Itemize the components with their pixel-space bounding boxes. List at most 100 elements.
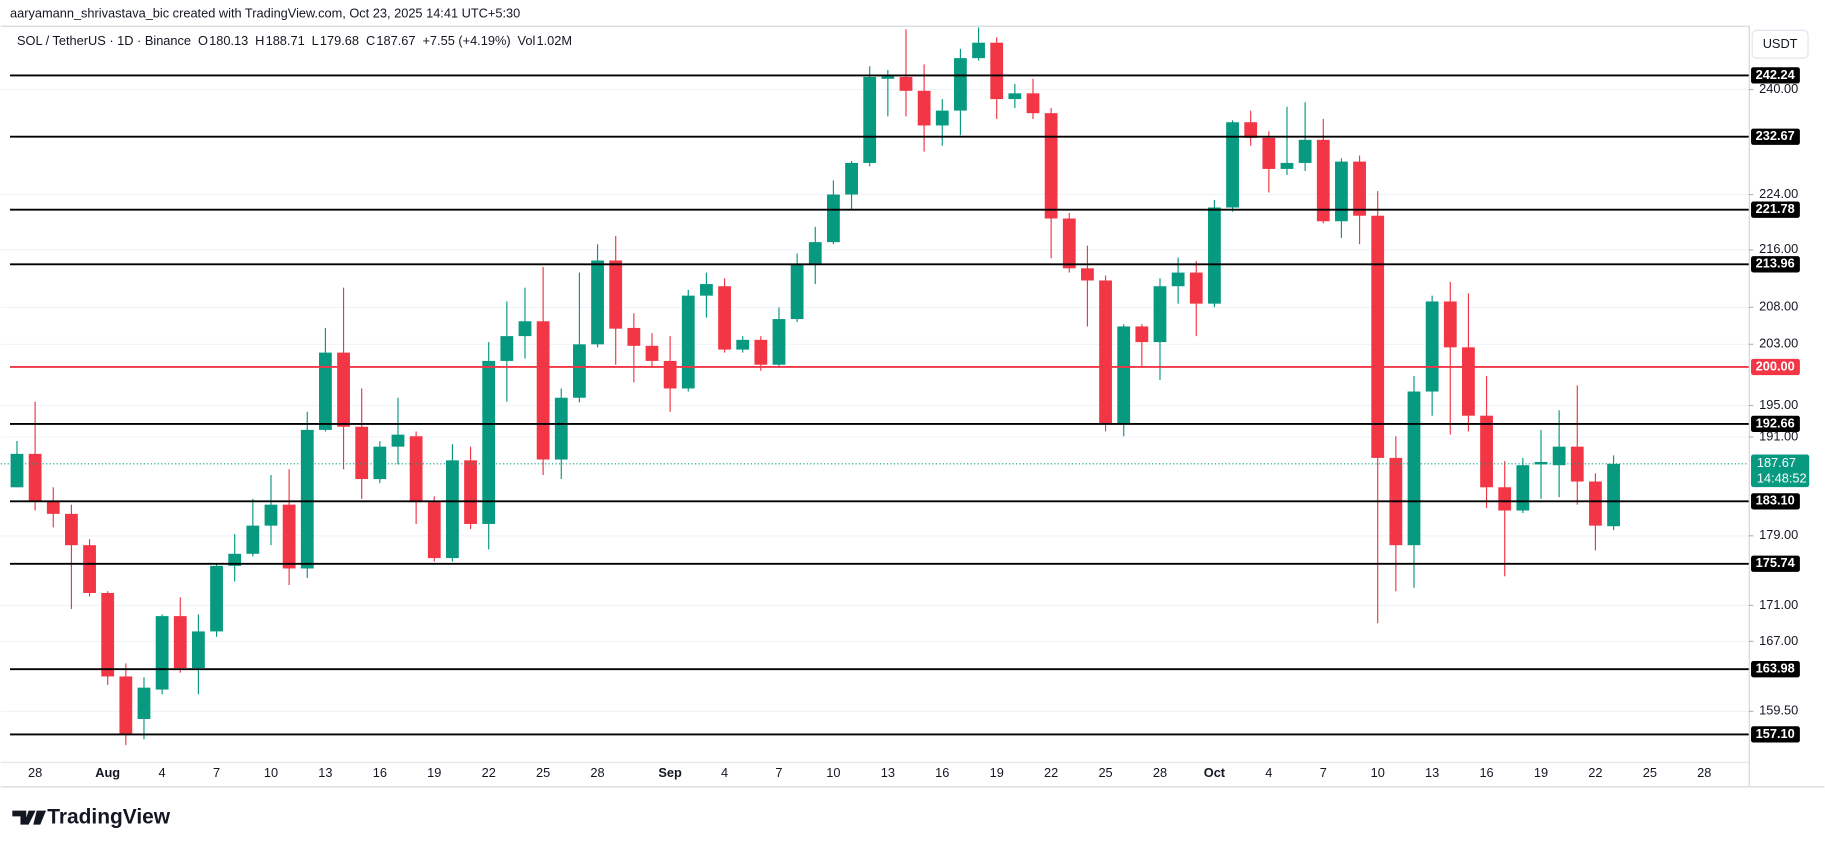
candle-body	[881, 76, 895, 79]
plot-area: 240.00224.00216.00208.00203.00195.00191.…	[0, 27, 1810, 780]
level-label-box	[1751, 256, 1800, 273]
candle-body	[1443, 301, 1457, 348]
candle-body	[1498, 487, 1512, 511]
candle-body	[917, 90, 931, 126]
candle-body	[446, 460, 459, 559]
candle-body	[645, 345, 659, 361]
candle-body	[1371, 215, 1385, 458]
currency[interactable]: USDT	[1763, 36, 1798, 51]
y-tick-label: 203.00	[1759, 336, 1798, 351]
candle-body	[1117, 326, 1131, 424]
level-label-box	[1751, 661, 1800, 678]
x-tick-label: Sep	[658, 765, 682, 780]
candle-body	[990, 42, 1004, 100]
x-tick-label: 28	[1697, 765, 1711, 780]
x-tick-label: 10	[1371, 765, 1385, 780]
x-tick-label: 22	[1588, 765, 1602, 780]
level-label-box	[1751, 128, 1800, 145]
candle-body	[827, 194, 840, 243]
candle-body	[228, 553, 242, 566]
candle-body	[464, 460, 477, 524]
candle-body	[1044, 113, 1058, 219]
y-tick-label: 216.00	[1759, 241, 1798, 256]
candle-body	[264, 504, 278, 526]
level-label-box	[1751, 726, 1800, 743]
x-tick-label: 25	[1098, 765, 1112, 780]
brand-logo	[12, 810, 47, 825]
symbol: SOL / TetherUS · 1D · Binance	[17, 33, 191, 48]
candle-body	[210, 565, 223, 632]
x-tick-label: 7	[1320, 765, 1327, 780]
x-tick-label: 19	[427, 765, 441, 780]
candle-body	[46, 501, 60, 514]
legend-key: L	[312, 33, 319, 48]
x-tick-label: 16	[373, 765, 387, 780]
currency-button[interactable]	[1751, 29, 1809, 59]
x-tick-label: 4	[1265, 765, 1272, 780]
legend-key: H	[255, 33, 264, 48]
legend-value: 179.68	[320, 33, 359, 48]
candle-body	[1589, 481, 1602, 526]
candle-body	[355, 426, 369, 480]
y-tick-label: 191.00	[1759, 428, 1798, 443]
x-tick-label: 7	[775, 765, 782, 780]
candle-body	[101, 592, 115, 677]
level-label: 213.96	[1756, 256, 1795, 271]
brand-name: TradingView	[47, 806, 171, 829]
level-label: 157.10	[1756, 726, 1795, 741]
level-label: 163.98	[1756, 661, 1795, 676]
candle-body	[1099, 280, 1112, 424]
candle-body	[627, 327, 641, 346]
candle-body	[1189, 272, 1203, 304]
x-tick-label: 16	[1479, 765, 1493, 780]
candle-body	[10, 453, 24, 488]
level-label: 221.78	[1756, 201, 1795, 216]
legend-key: Vol	[518, 33, 536, 48]
x-tick-label: Aug	[95, 765, 120, 780]
candle-body	[1008, 93, 1022, 100]
candle-body	[754, 339, 768, 365]
candle-body	[65, 513, 78, 546]
level-label: 192.66	[1756, 415, 1795, 430]
level-label-box	[1751, 201, 1800, 218]
level-label-box	[1751, 358, 1800, 376]
candle-body	[1208, 207, 1221, 304]
candle-body	[1516, 465, 1530, 511]
y-tick-label: 167.00	[1759, 633, 1798, 648]
y-tick-label: 159.50	[1759, 703, 1798, 718]
x-tick-label: 13	[881, 765, 895, 780]
candle-body	[899, 76, 913, 91]
level-label: 200.00	[1756, 358, 1795, 373]
candle-body	[772, 319, 786, 365]
candle-body	[155, 616, 169, 690]
x-tick-label: 4	[159, 765, 166, 780]
x-tick-label: 19	[1534, 765, 1548, 780]
countdown: 14:48:52	[1757, 470, 1807, 485]
legend-key: O	[198, 33, 208, 48]
candle-body	[1607, 463, 1620, 527]
x-tick-label: 13	[1425, 765, 1439, 780]
candle-body	[1135, 326, 1149, 343]
x-tick-label: 22	[482, 765, 496, 780]
credit: aaryamann_shrivastava_bic created with T…	[10, 5, 520, 20]
candle-body	[1480, 415, 1493, 488]
candle-body	[246, 525, 260, 554]
candle-body	[300, 429, 314, 569]
candle-body	[1534, 461, 1548, 465]
level-label: 232.67	[1756, 128, 1795, 143]
candle-body	[845, 162, 858, 195]
level-label: 242.24	[1756, 67, 1796, 82]
legend-key: C	[366, 33, 375, 48]
level-label-box	[1751, 67, 1800, 84]
legend-value: 180.13	[209, 33, 248, 48]
candle-body	[1062, 218, 1076, 269]
candle-body	[972, 42, 985, 59]
candle-body	[863, 76, 877, 163]
y-tick-label: 195.00	[1759, 397, 1798, 412]
x-tick-label: 16	[935, 765, 949, 780]
x-tick-label: 10	[264, 765, 278, 780]
legend-value: +7.55 (+4.19%)	[422, 33, 510, 48]
y-tick-label: 171.00	[1759, 597, 1798, 612]
